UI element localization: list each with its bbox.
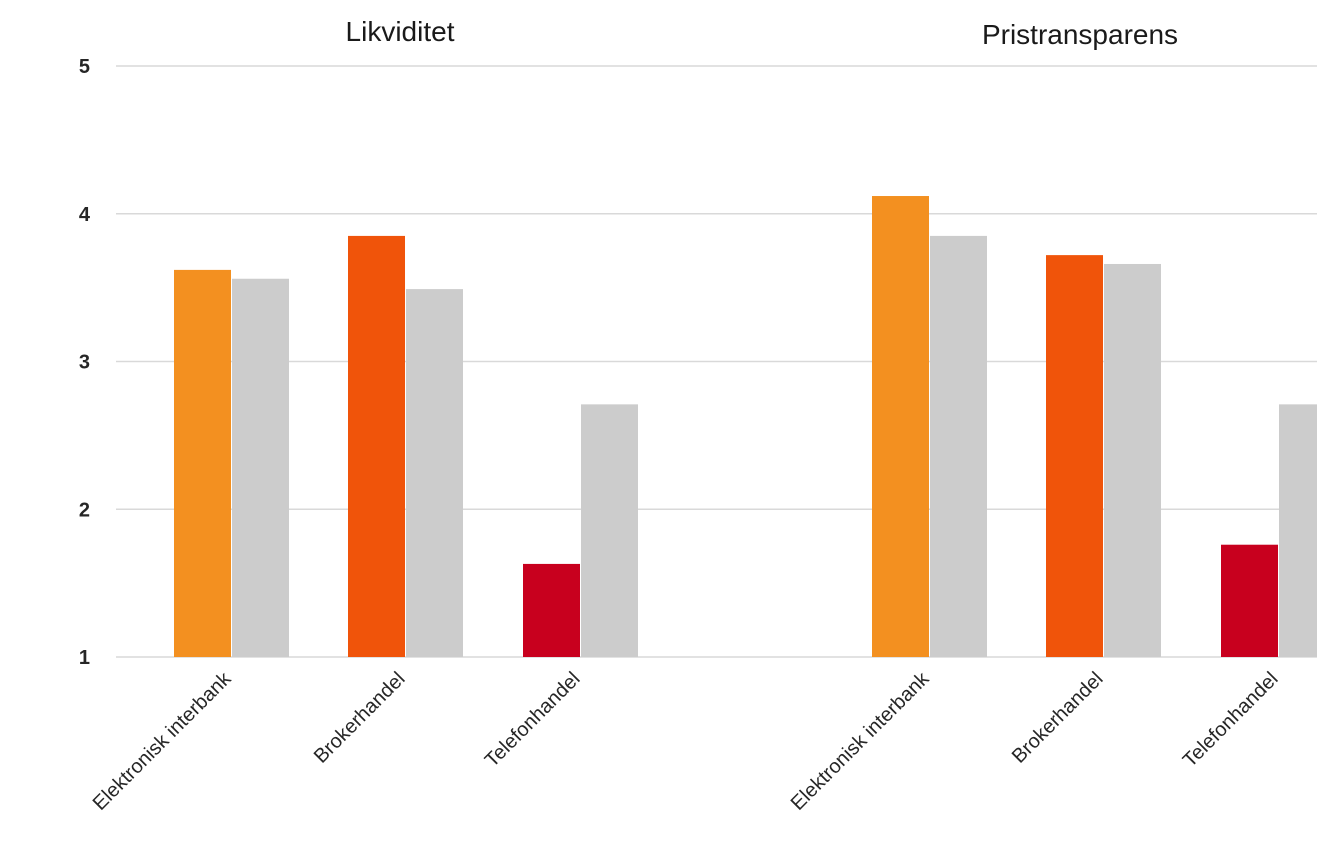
bar-2-brokerhandel-s2	[1104, 263, 1161, 657]
y-tick-label-1: 1	[79, 647, 90, 669]
bar-2-elektronisk-interbank-s1	[872, 196, 929, 657]
x-tick-label-1-telefonhandel: Telefonhandel	[481, 668, 585, 772]
bar-1-brokerhandel-s1	[348, 235, 405, 657]
bar-2-telefonhandel-s1	[1221, 544, 1278, 657]
bar-1-elektronisk-interbank-s2	[232, 278, 289, 657]
panel-title-2: Pristransparens	[982, 19, 1178, 50]
bar-1-telefonhandel-s1	[523, 563, 580, 657]
bar-1-brokerhandel-s2	[406, 289, 463, 657]
x-tick-label-2-brokerhandel: Brokerhandel	[1008, 668, 1108, 768]
bar-2-brokerhandel-s1	[1046, 255, 1103, 657]
x-tick-label-2-telefonhandel: Telefonhandel	[1179, 668, 1283, 772]
bar-2-telefonhandel-s2	[1279, 404, 1317, 657]
bar-1-elektronisk-interbank-s1	[174, 269, 231, 657]
bar-1-telefonhandel-s2	[581, 404, 638, 657]
x-tick-label-2-elektronisk-interbank: Elektronisk interbank	[787, 667, 935, 815]
panel-title-1: Likviditet	[346, 16, 455, 47]
x-tick-label-1-elektronisk-interbank: Elektronisk interbank	[89, 667, 237, 815]
y-tick-label-3: 3	[79, 352, 90, 374]
y-tick-label-2: 2	[79, 499, 90, 521]
bar-2-elektronisk-interbank-s2	[930, 235, 987, 657]
x-tick-label-1-brokerhandel: Brokerhandel	[310, 668, 410, 768]
y-tick-label-5: 5	[79, 56, 90, 78]
y-tick-label-4: 4	[79, 204, 91, 226]
